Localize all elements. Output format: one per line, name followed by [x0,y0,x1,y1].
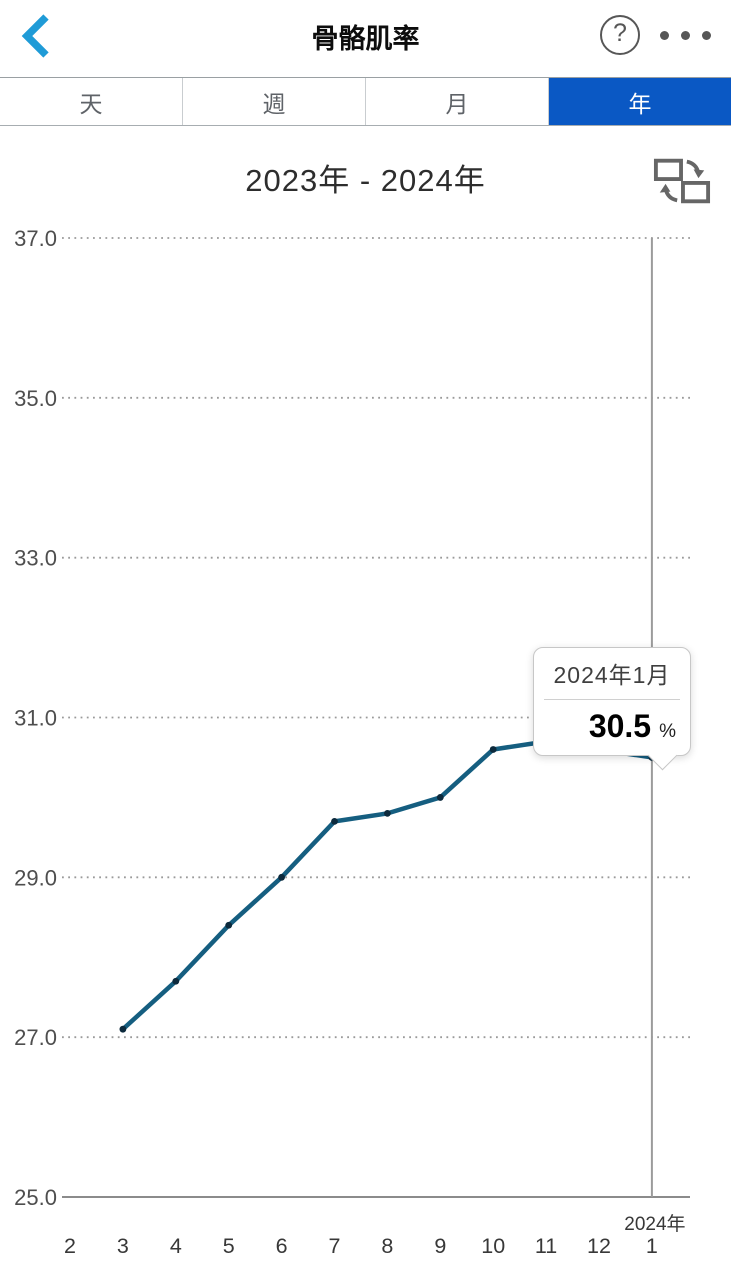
ellipsis-icon [660,30,669,40]
y-tick-label: 31.0 [14,706,57,731]
x-tick-label: 4 [170,1234,182,1258]
chart-tooltip: 2024年1月 30.5 % [533,647,691,771]
x-tick-label: 5 [223,1234,235,1258]
x-tick-label: 12 [587,1234,611,1258]
help-button[interactable]: ? [600,15,640,55]
chevron-left-icon [21,14,49,58]
data-point[interactable] [278,873,285,881]
data-point[interactable] [225,921,233,929]
app-header: 骨骼肌率 ? [0,0,731,77]
x-tick-label: 11 [535,1234,557,1258]
tooltip-value-row: 30.5 % [544,700,680,745]
y-tick-label: 33.0 [14,546,57,571]
ellipsis-icon [702,30,711,40]
tooltip-value: 30.5 [588,708,652,744]
y-tick-label: 29.0 [14,865,57,890]
tab-month[interactable]: 月 [366,78,549,125]
question-mark-icon: ? [613,19,627,47]
tab-day[interactable]: 天 [0,78,183,125]
data-point[interactable] [331,817,338,825]
chart-line [120,739,655,1032]
x-tick-label: 7 [329,1234,341,1258]
swap-data-icon [653,158,711,204]
tab-week[interactable]: 週 [183,78,366,125]
x-tick-label: 6 [276,1234,288,1258]
x-tick-label: 2 [64,1234,76,1258]
page-title: 骨骼肌率 [311,23,420,54]
data-point[interactable] [489,746,497,753]
x-year-label: 2024年 [624,1213,685,1235]
tooltip-unit: % [659,721,676,742]
tooltip-date: 2024年1月 [544,656,680,700]
data-point[interactable] [436,794,444,801]
chart-header: 2023年 - 2024年 [0,140,731,222]
x-tick-label: 3 [117,1234,129,1258]
x-tick-label: 8 [381,1234,393,1258]
x-tick-label: 9 [434,1234,446,1258]
y-tick-label: 25.0 [14,1185,57,1210]
more-options-button[interactable] [660,15,718,55]
y-tick-label: 27.0 [14,1025,57,1050]
data-point[interactable] [384,810,391,817]
data-point[interactable] [172,977,180,985]
y-tick-label: 37.0 [14,226,57,251]
y-tick-label: 35.0 [14,386,57,411]
date-range-title: 2023年 - 2024年 [245,163,486,198]
data-point[interactable] [119,1025,127,1033]
back-button[interactable] [12,9,64,63]
compare-button[interactable] [653,153,711,209]
ellipsis-icon [681,30,690,40]
x-tick-label: 10 [481,1234,505,1258]
tab-year[interactable]: 年 [549,78,731,125]
period-tabbar: 天 週 月 年 [0,77,731,126]
x-tick-label: 1 [646,1234,658,1258]
